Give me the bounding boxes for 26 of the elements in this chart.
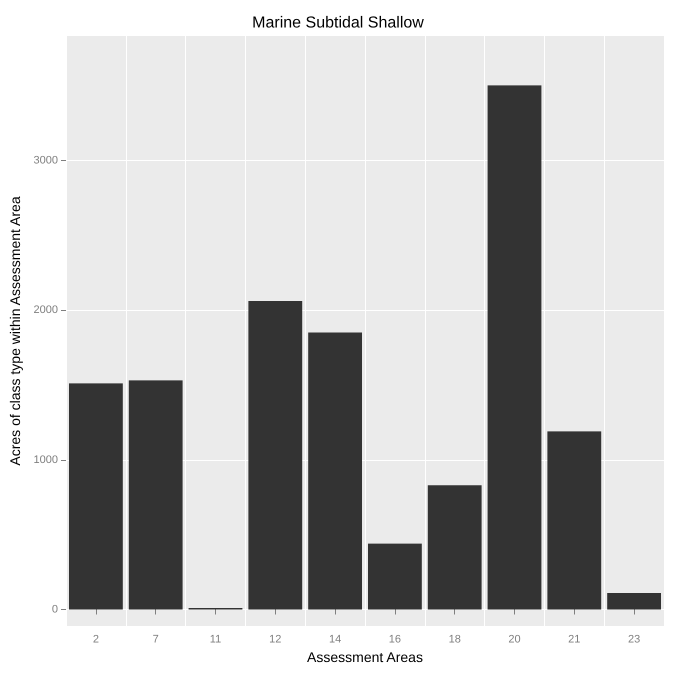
chart-title: Marine Subtidal Shallow — [252, 14, 424, 32]
bar — [248, 301, 302, 610]
x-tick-label: 11 — [210, 634, 222, 646]
bar — [128, 380, 183, 610]
x-tick-label: 20 — [508, 634, 521, 646]
bar — [547, 431, 602, 610]
x-tick-label: 2 — [92, 634, 99, 646]
x-tick-label: 23 — [628, 634, 640, 646]
x-tick-label: 14 — [328, 634, 342, 646]
x-tick-label: 12 — [269, 634, 282, 646]
y-axis-title: Acres of class type within Assessment Area — [7, 196, 23, 466]
bar — [607, 593, 662, 610]
bar — [488, 85, 542, 610]
bar — [368, 544, 422, 610]
bar — [308, 332, 362, 610]
y-tick-label: 2000 — [34, 304, 58, 316]
y-tick-label: 3000 — [34, 154, 58, 166]
x-tick-label: 18 — [448, 634, 461, 646]
x-tick-label: 16 — [388, 634, 402, 646]
x-tick-label: 7 — [152, 634, 159, 646]
y-tick-label: 1000 — [34, 454, 58, 466]
x-axis-title: Assessment Areas — [307, 649, 423, 665]
bar — [428, 485, 482, 610]
y-tick-label: 0 — [52, 604, 58, 616]
x-tick-label: 21 — [568, 634, 580, 646]
bar — [68, 383, 123, 610]
